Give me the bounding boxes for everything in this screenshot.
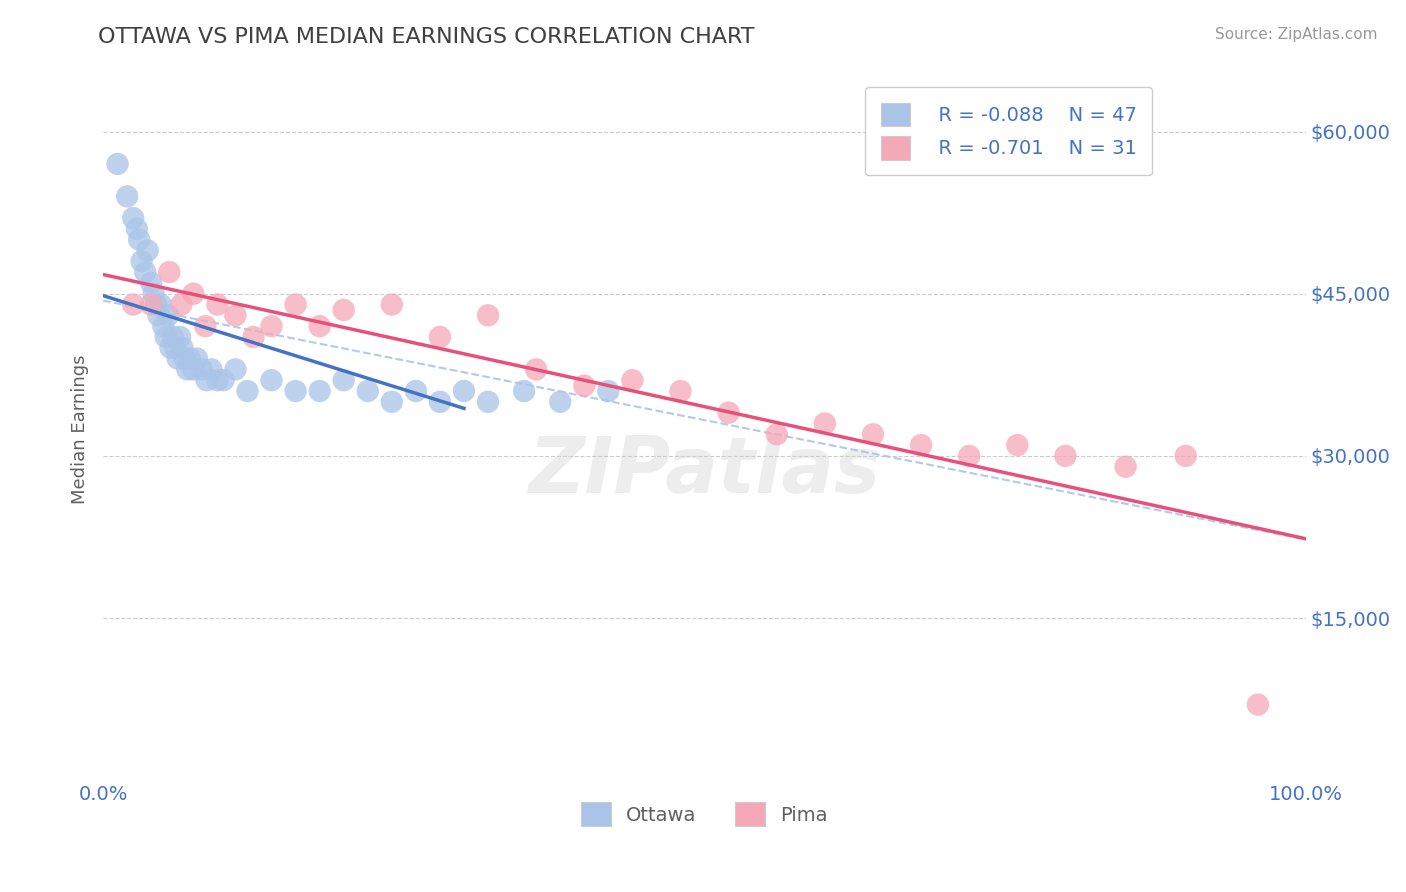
Text: OTTAWA VS PIMA MEDIAN EARNINGS CORRELATION CHART: OTTAWA VS PIMA MEDIAN EARNINGS CORRELATI… bbox=[98, 27, 755, 46]
Point bbox=[145, 297, 167, 311]
Point bbox=[148, 309, 170, 323]
Point bbox=[183, 362, 205, 376]
Point bbox=[814, 417, 837, 431]
Point bbox=[200, 362, 222, 376]
Point bbox=[381, 394, 404, 409]
Point bbox=[179, 351, 201, 366]
Text: ZIPatlas: ZIPatlas bbox=[529, 433, 880, 509]
Y-axis label: Median Earnings: Median Earnings bbox=[72, 354, 89, 504]
Point bbox=[621, 373, 644, 387]
Point bbox=[194, 319, 217, 334]
Point bbox=[122, 211, 145, 225]
Point bbox=[957, 449, 980, 463]
Point bbox=[332, 302, 354, 317]
Point bbox=[174, 351, 197, 366]
Point bbox=[169, 330, 191, 344]
Point bbox=[207, 373, 229, 387]
Point bbox=[717, 406, 740, 420]
Point bbox=[548, 394, 571, 409]
Point bbox=[157, 265, 180, 279]
Point bbox=[141, 297, 163, 311]
Point bbox=[260, 373, 283, 387]
Legend: Ottawa, Pima: Ottawa, Pima bbox=[574, 795, 835, 834]
Point bbox=[308, 319, 330, 334]
Point bbox=[166, 351, 188, 366]
Point bbox=[207, 297, 229, 311]
Point bbox=[141, 276, 163, 290]
Point bbox=[429, 394, 451, 409]
Point bbox=[165, 341, 187, 355]
Point bbox=[157, 309, 180, 323]
Point bbox=[381, 297, 404, 311]
Point bbox=[357, 384, 380, 398]
Point bbox=[162, 330, 184, 344]
Point bbox=[1247, 698, 1270, 712]
Point bbox=[134, 265, 156, 279]
Point bbox=[186, 351, 208, 366]
Point bbox=[136, 244, 159, 258]
Point bbox=[669, 384, 692, 398]
Point bbox=[1174, 449, 1197, 463]
Point bbox=[155, 330, 177, 344]
Point bbox=[125, 222, 148, 236]
Point bbox=[212, 373, 235, 387]
Point bbox=[149, 297, 172, 311]
Point bbox=[574, 378, 596, 392]
Point bbox=[128, 233, 150, 247]
Point bbox=[332, 373, 354, 387]
Text: Source: ZipAtlas.com: Source: ZipAtlas.com bbox=[1215, 27, 1378, 42]
Point bbox=[191, 362, 214, 376]
Point bbox=[152, 319, 174, 334]
Point bbox=[308, 384, 330, 398]
Point bbox=[172, 341, 194, 355]
Point bbox=[159, 341, 181, 355]
Point bbox=[142, 286, 165, 301]
Point bbox=[131, 254, 153, 268]
Point bbox=[598, 384, 620, 398]
Point bbox=[405, 384, 427, 398]
Point bbox=[236, 384, 259, 398]
Point bbox=[453, 384, 475, 398]
Point bbox=[513, 384, 536, 398]
Point bbox=[176, 362, 198, 376]
Point bbox=[862, 427, 884, 442]
Point bbox=[284, 297, 307, 311]
Point bbox=[122, 297, 145, 311]
Point bbox=[107, 157, 129, 171]
Point bbox=[195, 373, 218, 387]
Point bbox=[242, 330, 264, 344]
Point bbox=[477, 309, 499, 323]
Point bbox=[1115, 459, 1137, 474]
Point bbox=[224, 309, 246, 323]
Point bbox=[910, 438, 932, 452]
Point bbox=[224, 362, 246, 376]
Point bbox=[115, 189, 138, 203]
Point bbox=[1054, 449, 1077, 463]
Point bbox=[1007, 438, 1029, 452]
Point bbox=[429, 330, 451, 344]
Point bbox=[183, 286, 205, 301]
Point bbox=[284, 384, 307, 398]
Point bbox=[524, 362, 547, 376]
Point bbox=[260, 319, 283, 334]
Point bbox=[765, 427, 787, 442]
Point bbox=[477, 394, 499, 409]
Point bbox=[170, 297, 193, 311]
